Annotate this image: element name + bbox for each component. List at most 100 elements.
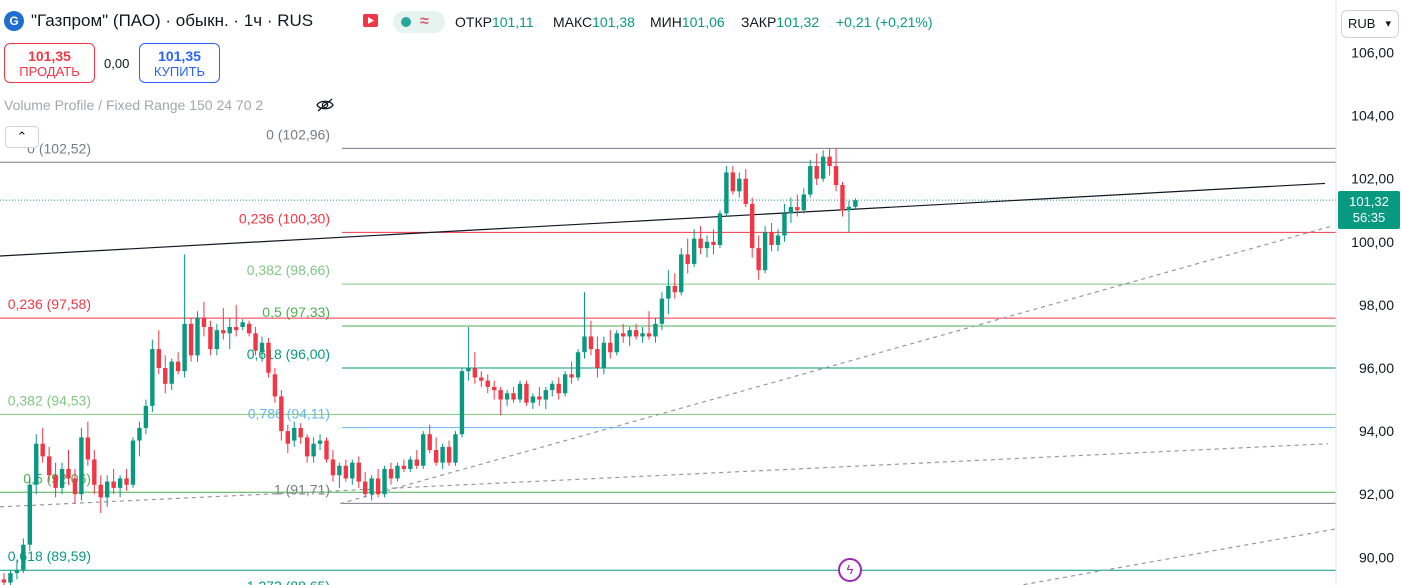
price-tick-label: 100,00 bbox=[1351, 234, 1394, 250]
candle-body bbox=[66, 468, 71, 479]
candle-body bbox=[221, 330, 226, 334]
candle-body bbox=[98, 484, 103, 498]
candle-body bbox=[543, 390, 548, 400]
candle-body bbox=[285, 431, 290, 444]
candle-body bbox=[479, 377, 484, 381]
trendline bbox=[1018, 528, 1337, 585]
volume-profile-legend[interactable]: Volume Profile / Fixed Range 150 24 70 2 bbox=[4, 97, 264, 113]
candle-body bbox=[743, 178, 748, 204]
candle-body bbox=[59, 468, 65, 488]
candle-body bbox=[840, 185, 845, 211]
eye-off-icon[interactable] bbox=[315, 97, 335, 113]
candle-body bbox=[717, 213, 723, 245]
candle-body bbox=[266, 342, 271, 373]
candle-body bbox=[446, 446, 452, 463]
candle-body bbox=[27, 484, 32, 545]
candle-body bbox=[575, 352, 581, 378]
candle-body bbox=[756, 248, 761, 271]
candle-body bbox=[350, 462, 355, 479]
candle-body bbox=[34, 443, 39, 485]
candle-body bbox=[337, 465, 342, 476]
candle-body bbox=[504, 393, 510, 400]
fib-level-label: 0 (102,52) bbox=[27, 140, 91, 156]
candle-body bbox=[79, 437, 84, 495]
indicator-toggle[interactable]: ≈ bbox=[393, 11, 445, 33]
candle-body bbox=[169, 361, 174, 384]
candle-body bbox=[485, 380, 490, 387]
candle-body bbox=[150, 349, 155, 406]
candle-body bbox=[92, 459, 97, 485]
wave-icon: ≈ bbox=[420, 13, 429, 30]
candle-body bbox=[466, 368, 471, 372]
candle-body bbox=[324, 440, 329, 460]
buy-label: КУПИТЬ bbox=[153, 64, 206, 79]
candle-body bbox=[698, 238, 703, 249]
fib-level-label: 0,618 (89,59) bbox=[8, 548, 91, 564]
currency-value: RUB bbox=[1348, 16, 1376, 31]
price-tick-label: 102,00 bbox=[1351, 171, 1394, 187]
candle-body bbox=[375, 478, 381, 495]
fib-level-label: 1,272 (88,65) bbox=[247, 578, 330, 585]
candle-body bbox=[246, 323, 252, 334]
candle-body bbox=[556, 383, 561, 394]
candle-body bbox=[317, 440, 323, 444]
trendline bbox=[0, 182, 1326, 257]
candle-body bbox=[440, 446, 445, 463]
candle-body bbox=[427, 434, 432, 451]
company-logo-icon: G bbox=[4, 11, 24, 31]
currency-select[interactable]: RUB ▾ bbox=[1341, 10, 1399, 38]
candle-body bbox=[550, 383, 555, 391]
candle-body bbox=[672, 285, 677, 293]
flag-icon[interactable] bbox=[362, 13, 379, 28]
candle-body bbox=[163, 368, 168, 384]
candle-body bbox=[311, 443, 316, 457]
fib-level-label: 1 (91,71) bbox=[274, 481, 330, 497]
last-price-tag: 101,32 56:35 bbox=[1338, 191, 1400, 229]
candle-body bbox=[659, 298, 665, 324]
candle-body bbox=[614, 333, 619, 353]
candle-body bbox=[492, 386, 497, 391]
candle-body bbox=[124, 478, 129, 485]
candle-body bbox=[730, 172, 736, 192]
candle-body bbox=[562, 374, 568, 394]
candle-body bbox=[363, 481, 368, 495]
candle-body bbox=[14, 569, 20, 574]
buy-button[interactable]: 101,35 КУПИТЬ bbox=[139, 43, 220, 83]
candle-body bbox=[240, 322, 245, 327]
fib-level-label: 0,236 (100,30) bbox=[239, 210, 330, 226]
candle-body bbox=[820, 156, 826, 179]
candle-body bbox=[691, 238, 697, 264]
candle-body bbox=[704, 241, 710, 249]
lightning-icon[interactable]: ϟ bbox=[838, 558, 862, 582]
price-axis[interactable]: 106,00 104,00 102,00 100,00 98,00 96,00 94,00 9… bbox=[1335, 0, 1402, 585]
ohlc-low: МИН101,06 bbox=[650, 14, 725, 30]
candle-body bbox=[750, 203, 755, 249]
symbol-title[interactable]: "Газпром" (ПАО) · обыкн. · 1ч · RUS bbox=[31, 11, 314, 30]
fib-level-label: 0,618 (96,00) bbox=[247, 346, 330, 362]
collapse-legend-button[interactable]: ⌃ bbox=[5, 126, 39, 148]
candle-body bbox=[117, 478, 123, 488]
candle-body bbox=[304, 437, 310, 457]
candle-body bbox=[498, 390, 503, 400]
fib-level-label: 0,786 (94,11) bbox=[248, 406, 330, 422]
candle-body bbox=[201, 317, 207, 327]
candle-body bbox=[808, 166, 813, 195]
fib-level-label: 0,382 (94,53) bbox=[8, 392, 91, 408]
candle-body bbox=[356, 462, 361, 482]
candle-body bbox=[105, 481, 110, 498]
candle-body bbox=[182, 323, 187, 372]
trendline bbox=[0, 443, 1329, 508]
candles bbox=[1, 148, 858, 585]
sell-button[interactable]: 101,35 ПРОДАТЬ bbox=[4, 43, 95, 83]
candle-body bbox=[524, 383, 529, 403]
candle-body bbox=[433, 450, 439, 463]
sell-label: ПРОДАТЬ bbox=[19, 64, 80, 79]
candle-body bbox=[511, 393, 516, 400]
candle-body bbox=[72, 478, 78, 495]
candle-body bbox=[737, 178, 742, 192]
candle-body bbox=[408, 459, 413, 469]
ohlc-open: ОТКР101,11 bbox=[455, 14, 534, 30]
candle-body bbox=[292, 427, 297, 441]
price-tick-label: 106,00 bbox=[1351, 45, 1394, 61]
